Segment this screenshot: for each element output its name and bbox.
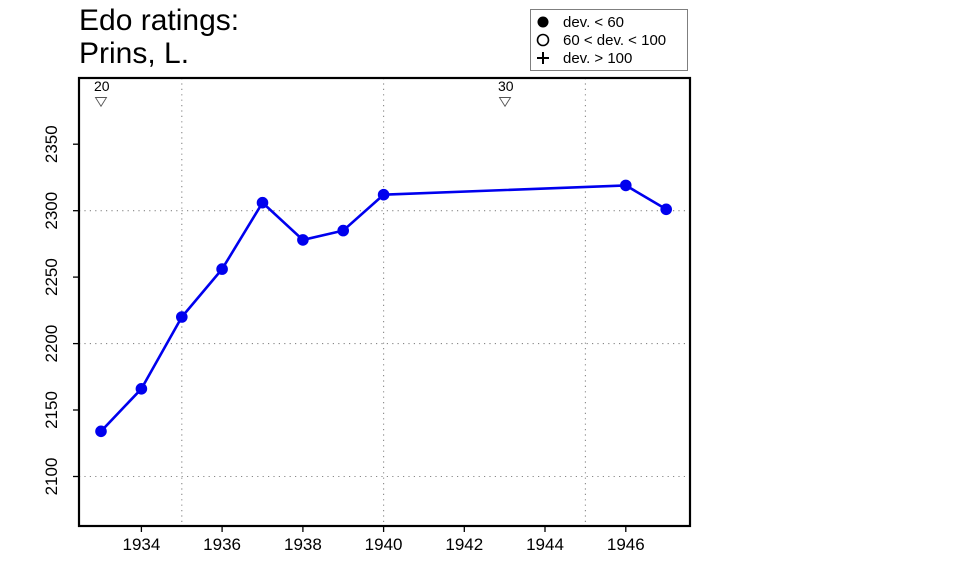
- svg-text:dev. > 100: dev. > 100: [563, 50, 632, 67]
- svg-text:1936: 1936: [203, 535, 241, 554]
- svg-text:Prins, L.: Prins, L.: [79, 37, 189, 70]
- svg-text:1944: 1944: [526, 535, 564, 554]
- svg-text:60 < dev. < 100: 60 < dev. < 100: [563, 32, 666, 49]
- svg-text:2150: 2150: [42, 391, 61, 429]
- svg-text:2300: 2300: [42, 192, 61, 230]
- svg-text:1934: 1934: [122, 535, 160, 554]
- svg-text:2350: 2350: [42, 125, 61, 163]
- svg-text:1940: 1940: [365, 535, 403, 554]
- svg-text:2250: 2250: [42, 258, 61, 296]
- svg-text:20: 20: [94, 78, 110, 94]
- svg-text:dev. < 60: dev. < 60: [563, 14, 624, 31]
- svg-text:2200: 2200: [42, 325, 61, 363]
- svg-text:2100: 2100: [42, 458, 61, 496]
- svg-text:30: 30: [498, 78, 514, 94]
- svg-text:1938: 1938: [284, 535, 322, 554]
- svg-text:1946: 1946: [607, 535, 645, 554]
- svg-text:1942: 1942: [445, 535, 483, 554]
- svg-text:Edo ratings:: Edo ratings:: [79, 4, 239, 37]
